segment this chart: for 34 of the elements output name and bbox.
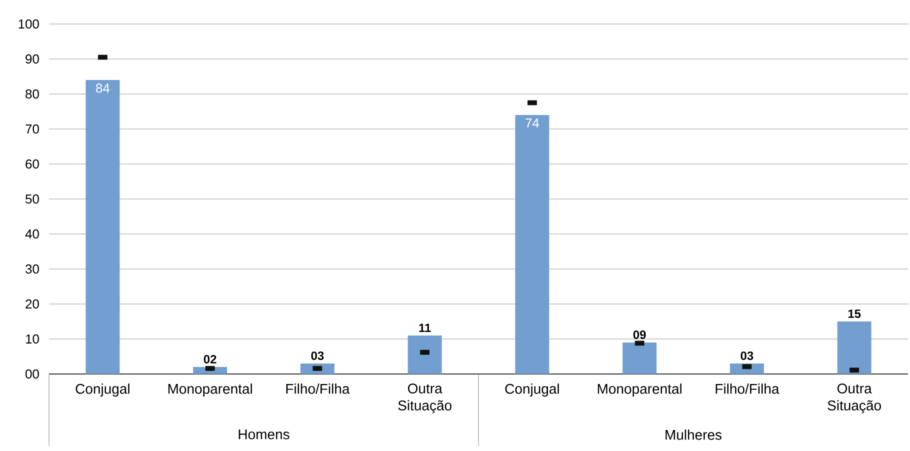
y-tick-label: 00 xyxy=(26,369,39,379)
y-tick-label: 60 xyxy=(26,159,39,169)
bar xyxy=(622,342,657,374)
bar xyxy=(86,80,120,374)
bar xyxy=(408,336,442,374)
text: Mulheres xyxy=(666,430,722,440)
y-tick-label: 50 xyxy=(26,194,39,204)
x-tick-label: Outra Situação xyxy=(828,384,881,414)
x-tick-label: Monoparental xyxy=(168,384,252,397)
data-label: 02 xyxy=(204,354,216,364)
x-tick-label: Filho/Filha xyxy=(286,384,350,394)
data-label: 09 xyxy=(633,330,646,339)
bar xyxy=(837,322,872,374)
text: Homens xyxy=(238,430,290,440)
y-tick-label: 90 xyxy=(26,54,39,64)
data-label: 11 xyxy=(419,324,431,332)
y-tick-label: 40 xyxy=(25,229,39,239)
data-label: 15 xyxy=(848,310,861,318)
data-label: 84 xyxy=(96,84,110,93)
y-tick-label: 30 xyxy=(26,264,39,274)
x-tick-label: Conjugal xyxy=(505,384,559,397)
x-tick-label: Monoparental xyxy=(598,384,682,397)
data-label: 03 xyxy=(311,351,324,360)
x-tick-label: Filho/Filha xyxy=(716,384,780,394)
data-label: 74 xyxy=(526,118,540,128)
y-tick-label: 80 xyxy=(26,89,39,99)
x-tick-label: Outra Situação xyxy=(398,384,452,414)
data-label: 03 xyxy=(740,351,754,360)
y-tick-label: 20 xyxy=(26,299,39,309)
x-tick-label: Conjugal xyxy=(76,384,130,397)
y-tick-label: 70 xyxy=(26,124,39,134)
bar xyxy=(515,115,550,374)
y-tick-label: 10 xyxy=(26,334,39,344)
y-tick-label: 100 xyxy=(18,19,39,29)
